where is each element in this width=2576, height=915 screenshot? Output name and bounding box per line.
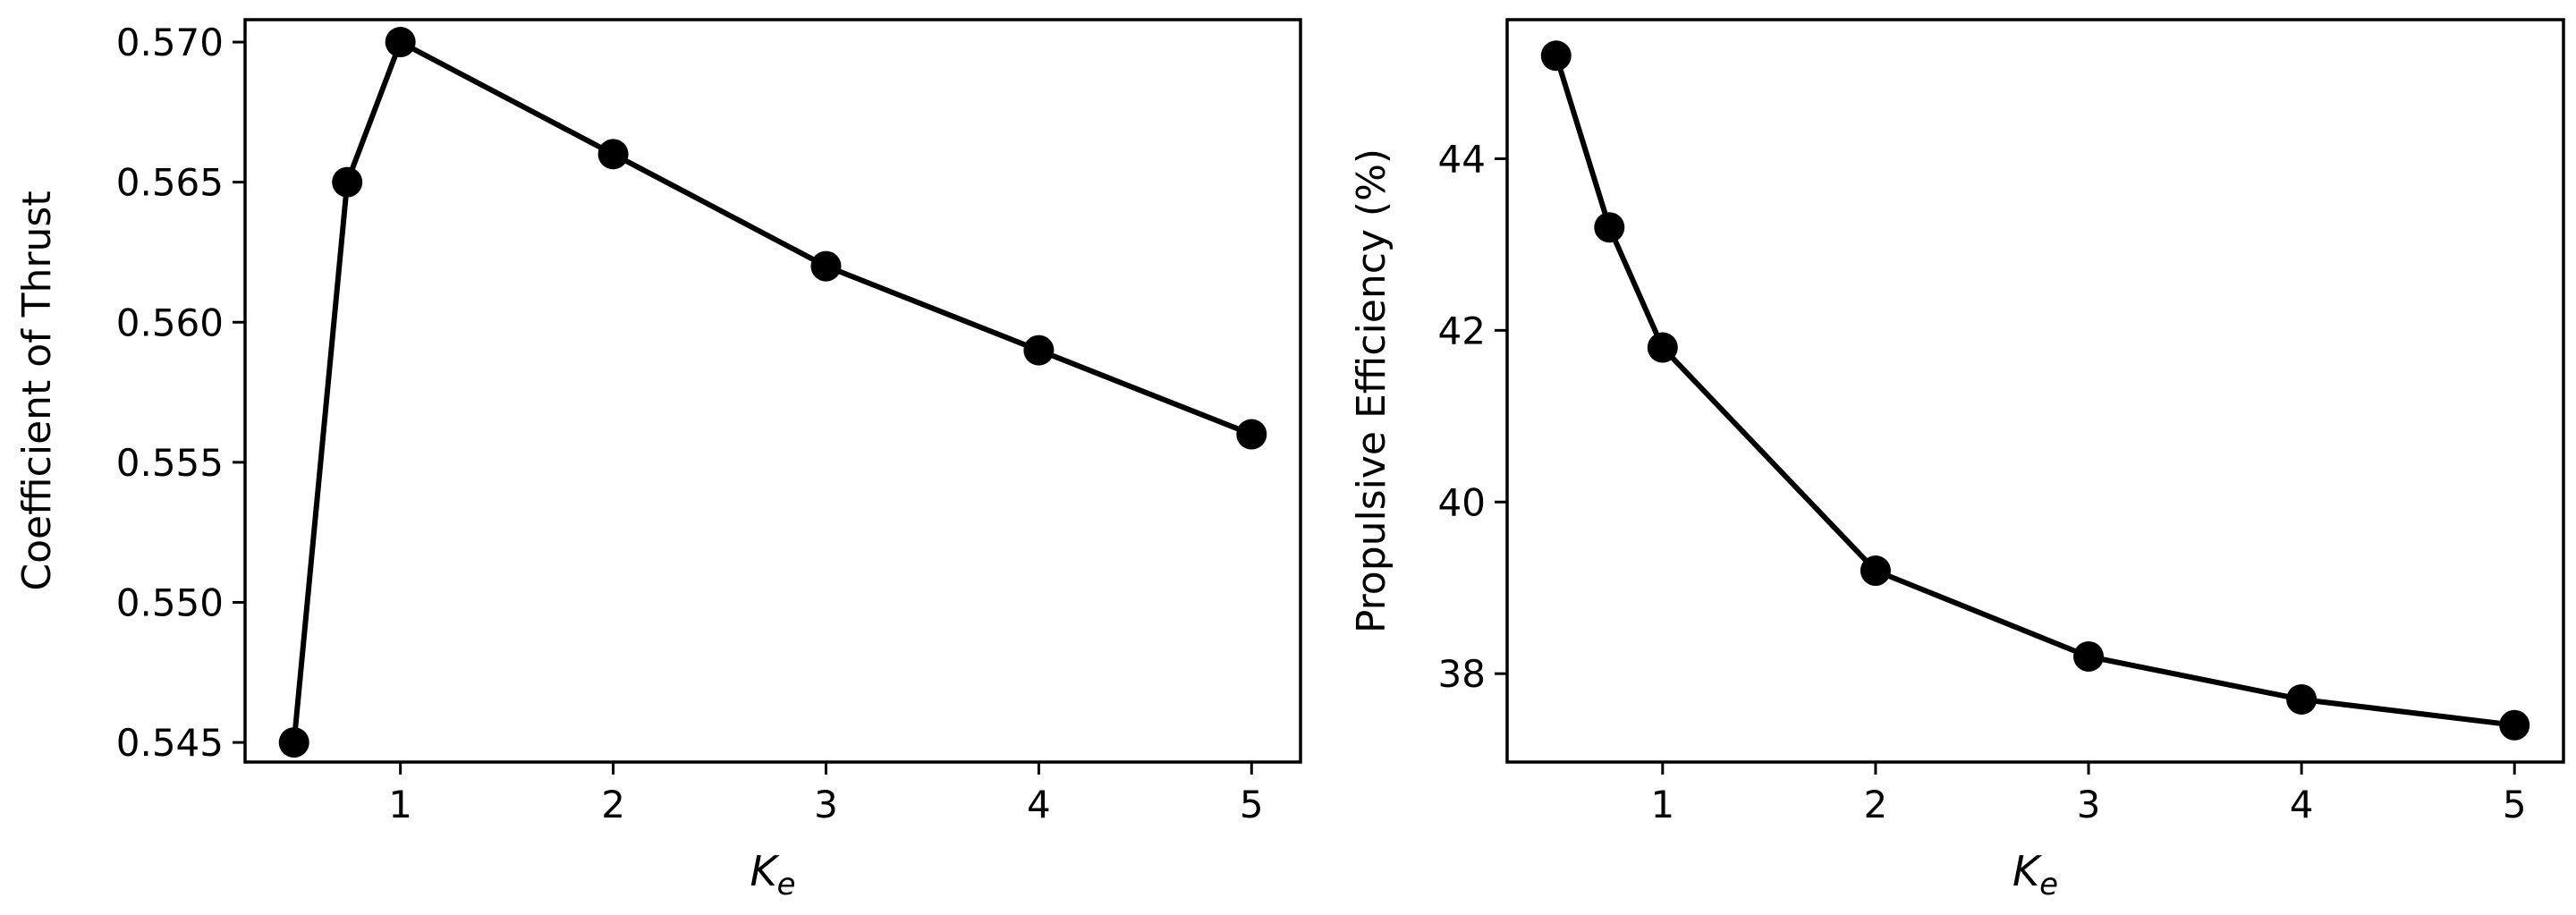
right-x-tick-label: 2 bbox=[1864, 783, 1888, 826]
right-plot-frame bbox=[1505, 18, 2565, 764]
left-x-tick-label: 1 bbox=[388, 783, 412, 826]
left-x-tick-label: 2 bbox=[601, 783, 625, 826]
right-data-point bbox=[2286, 683, 2318, 715]
right-x-tick-label: 3 bbox=[2077, 783, 2101, 826]
right-chart-panel: 1 2 3 4 5 38 40 42 44 Ke Propulsive Efficiency (%) bbox=[1349, 18, 2565, 902]
left-data-point bbox=[810, 250, 842, 282]
right-y-axis-label: Propulsive Efficiency (%) bbox=[1349, 148, 1394, 633]
left-y-tick-label: 0.550 bbox=[116, 580, 224, 624]
right-y-tick-label: 44 bbox=[1438, 137, 1486, 181]
left-y-axis-label: Coefficient of Thrust bbox=[14, 191, 60, 590]
right-x-tick-label: 1 bbox=[1650, 783, 1674, 826]
right-y-tick-label: 40 bbox=[1438, 480, 1486, 524]
left-plot-frame bbox=[243, 18, 1302, 764]
right-series-line bbox=[1553, 55, 2515, 728]
left-data-point bbox=[1236, 419, 1267, 450]
left-y-tick-label: 0.560 bbox=[116, 301, 224, 344]
right-data-point bbox=[2073, 640, 2105, 672]
right-data-point bbox=[1860, 555, 1891, 587]
left-data-point bbox=[332, 166, 363, 198]
right-x-tick-label: 5 bbox=[2503, 783, 2527, 826]
right-data-point bbox=[1594, 212, 1625, 243]
left-data-point bbox=[1023, 335, 1055, 366]
left-data-point bbox=[597, 139, 629, 170]
left-x-axis-label: Ke bbox=[750, 847, 795, 902]
left-y-tick-label: 0.555 bbox=[116, 441, 224, 485]
left-data-point bbox=[278, 727, 309, 758]
left-x-tick-label: 4 bbox=[1027, 783, 1051, 826]
left-x-tick-label: 5 bbox=[1240, 783, 1264, 826]
right-y-tick-label: 42 bbox=[1438, 309, 1486, 352]
right-data-point bbox=[1540, 40, 1572, 72]
left-y-tick-label: 0.565 bbox=[116, 161, 224, 205]
right-x-axis-label: Ke bbox=[2012, 847, 2058, 902]
left-series-line bbox=[291, 39, 1253, 743]
left-y-tick-label: 0.570 bbox=[116, 21, 224, 64]
right-data-point bbox=[1647, 332, 1678, 363]
left-x-tick-label: 3 bbox=[814, 783, 838, 826]
left-y-tick-label: 0.545 bbox=[116, 721, 224, 765]
left-data-point bbox=[385, 27, 416, 58]
right-x-tick-label: 4 bbox=[2290, 783, 2314, 826]
right-y-tick-label: 38 bbox=[1438, 652, 1486, 696]
left-chart-panel: 1 2 3 4 5 0.545 0.550 0.555 0.560 0.565 0.570 Ke Coe… bbox=[14, 18, 1302, 902]
right-data-point bbox=[2499, 709, 2530, 741]
